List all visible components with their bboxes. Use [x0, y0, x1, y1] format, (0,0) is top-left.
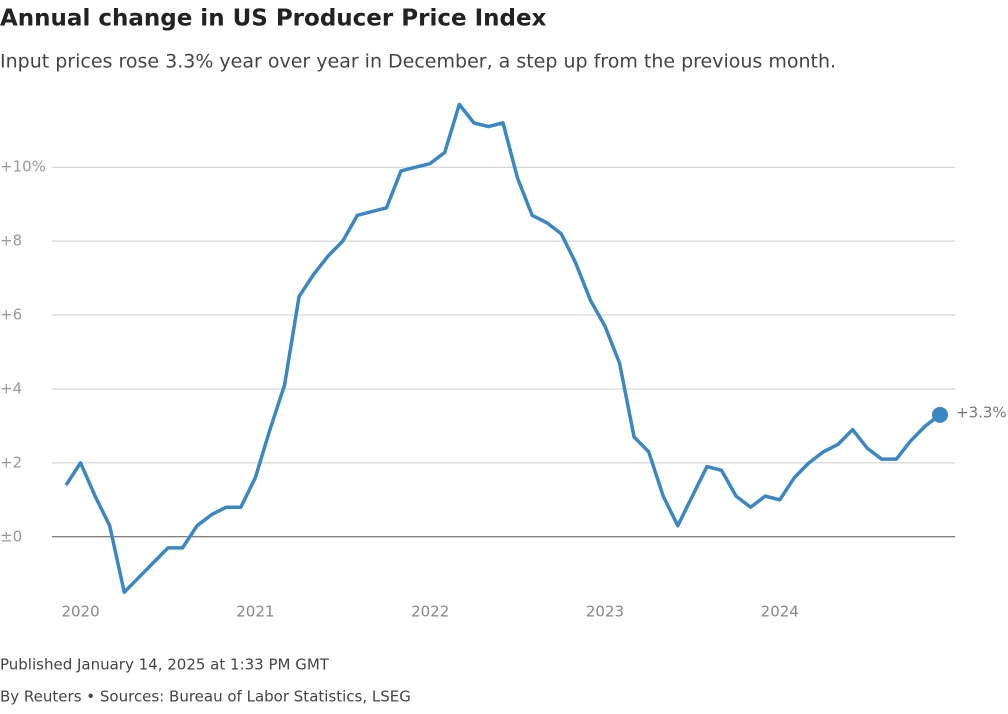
y-tick-label: +4 [0, 379, 22, 397]
x-tick-label: 2022 [411, 603, 449, 621]
y-tick-label: +6 [0, 306, 22, 324]
y-tick-label: +2 [0, 453, 22, 471]
y-tick-label: ±0 [0, 527, 22, 545]
chart-title: Annual change in US Producer Price Index [0, 6, 547, 32]
data-label: +3.3% [956, 403, 1007, 421]
chart-subtitle: Input prices rose 3.3% year over year in… [0, 51, 836, 73]
line [64, 102, 942, 594]
x-tick-label: 2023 [586, 603, 624, 621]
footer-published: Published January 14, 2025 at 1:33 PM GM… [0, 656, 330, 674]
y-tick-label: +10% [0, 158, 46, 176]
footer-source: By Reuters • Sources: Bureau of Labor St… [0, 688, 411, 706]
x-tick-label: 2024 [761, 603, 799, 621]
x-tick-label: 2021 [236, 603, 274, 621]
end-point [932, 406, 948, 423]
y-tick-label: +8 [0, 232, 22, 250]
x-tick-label: 2020 [61, 603, 99, 621]
